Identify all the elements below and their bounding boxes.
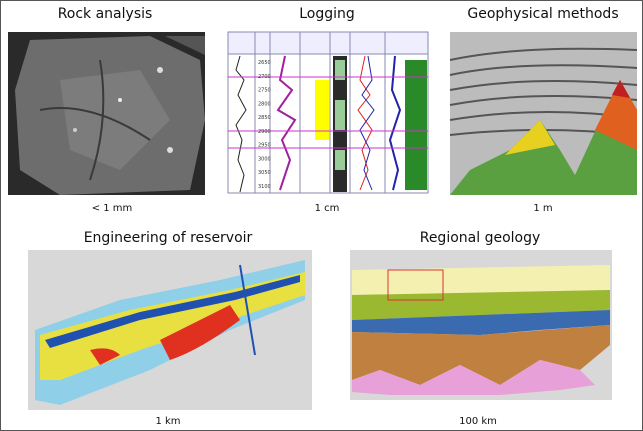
depth-label: 3100 xyxy=(258,184,271,190)
scale-label: 1 cm xyxy=(315,203,340,214)
depth-label: 2950 xyxy=(258,143,271,149)
seismic-image xyxy=(449,32,638,195)
rock-image xyxy=(8,32,205,195)
panel-title: Geophysical methods xyxy=(467,6,618,22)
depth-label: 2750 xyxy=(258,88,271,94)
depth-labels: 2650 2700 2750 2800 2850 2900 2950 3000 3050 3100 xyxy=(258,60,271,190)
reservoir-image xyxy=(28,250,312,410)
depth-label: 3050 xyxy=(258,170,271,176)
scale-label: 1 km xyxy=(155,416,180,427)
scale-label: 100 km xyxy=(459,416,497,427)
depth-label: 2700 xyxy=(258,74,271,80)
depth-label: 2650 xyxy=(258,60,271,66)
logging-image xyxy=(227,31,429,194)
panel-title: Logging xyxy=(299,6,355,22)
depth-label: 2800 xyxy=(258,101,271,107)
depth-label: 2850 xyxy=(258,115,271,121)
depth-label: 2900 xyxy=(258,129,271,135)
geology-image xyxy=(350,250,612,400)
scale-label: < 1 mm xyxy=(92,203,133,214)
panel-title: Regional geology xyxy=(420,230,541,246)
panel-title: Rock analysis xyxy=(58,6,153,22)
depth-label: 3000 xyxy=(258,156,271,162)
panel-title: Engineering of reservoir xyxy=(84,230,253,246)
scale-label: 1 m xyxy=(533,203,552,214)
